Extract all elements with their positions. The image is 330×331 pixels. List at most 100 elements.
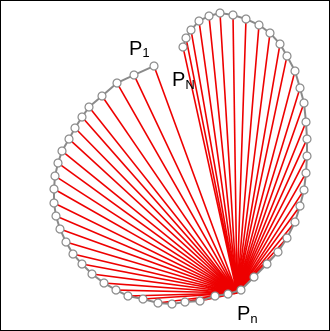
ray-47	[236, 32, 271, 294]
sample-point-4	[97, 91, 107, 101]
sample-point-18	[77, 259, 87, 269]
sample-point-31	[249, 272, 259, 282]
sample-point-13	[49, 198, 59, 208]
sample-point-56	[178, 42, 188, 52]
label-pN: PN	[172, 69, 195, 92]
label-pn-letter: P	[237, 303, 250, 325]
sample-point-14	[51, 211, 61, 221]
sample-point-38	[301, 168, 311, 178]
ray-45	[236, 55, 288, 294]
ray-13	[53, 202, 238, 294]
sample-point-51	[215, 8, 225, 18]
sample-point-5	[84, 102, 94, 112]
ray-18	[81, 263, 238, 294]
sample-point-6	[77, 112, 87, 122]
sample-point-30	[236, 285, 246, 295]
label-pn-subscript: n	[250, 311, 257, 326]
sample-point-48	[254, 20, 264, 30]
ray-39	[236, 155, 308, 294]
ray-48	[236, 24, 260, 294]
sample-point-53	[194, 16, 204, 26]
sample-point-49	[241, 14, 251, 24]
sample-point-46	[275, 39, 285, 49]
sample-point-42	[299, 98, 309, 108]
sample-point-52	[204, 11, 214, 21]
label-p1-letter: P	[129, 38, 142, 60]
rays-layer	[53, 12, 308, 305]
sample-point-23	[138, 294, 148, 304]
sample-point-28	[210, 291, 220, 301]
ray-12	[53, 188, 238, 294]
ray-17	[72, 253, 238, 294]
sample-point-24	[153, 298, 163, 308]
sample-point-37	[299, 185, 309, 195]
label-pN-letter: P	[172, 69, 185, 91]
ray-51	[219, 12, 238, 294]
sample-point-19	[87, 269, 97, 279]
ray-37	[236, 189, 305, 294]
sample-point-35	[290, 217, 300, 227]
sample-point-21	[111, 285, 121, 295]
ray-54	[190, 29, 238, 294]
sample-point-11	[50, 171, 60, 181]
sample-point-26	[180, 297, 190, 307]
sample-point-12	[49, 184, 59, 194]
label-p1: P1	[129, 38, 150, 60]
ray-23	[142, 292, 238, 300]
sample-point-22	[123, 291, 133, 301]
ray-53	[198, 20, 238, 294]
sample-point-34	[282, 233, 292, 243]
label-pn: Pn	[237, 303, 258, 326]
sample-point-39	[302, 151, 312, 161]
sample-point-17	[68, 249, 78, 259]
sample-point-7	[70, 123, 80, 133]
sample-point-47	[265, 28, 275, 38]
sample-point-44	[290, 66, 300, 76]
ray-11	[54, 175, 238, 294]
ray-41	[236, 121, 307, 294]
ray-4	[101, 95, 238, 294]
ray-49	[236, 18, 247, 294]
sample-point-33	[273, 247, 283, 257]
ray-1	[153, 65, 238, 294]
ray-7	[74, 127, 238, 294]
ray-2	[133, 74, 238, 294]
sample-point-41	[301, 117, 311, 127]
sample-point-43	[295, 83, 305, 93]
sample-point-10	[53, 158, 63, 168]
sample-point-54	[186, 25, 196, 35]
sample-point-40	[302, 134, 312, 144]
ray-56	[182, 46, 238, 294]
sample-point-2	[129, 70, 139, 80]
sample-point-3	[112, 78, 122, 88]
ray-38	[236, 172, 307, 294]
sample-point-16	[61, 237, 71, 247]
sample-point-1	[149, 61, 159, 71]
sample-point-45	[282, 51, 292, 61]
sample-point-25	[167, 299, 177, 309]
sample-point-15	[55, 224, 65, 234]
ray-16	[65, 241, 238, 294]
ray-8	[68, 138, 238, 294]
sample-point-36	[295, 201, 305, 211]
sample-point-55	[181, 33, 191, 43]
sample-point-8	[64, 134, 74, 144]
ray-42	[236, 102, 305, 294]
ray-15	[59, 228, 238, 294]
ray-52	[208, 15, 238, 294]
ray-43	[236, 87, 301, 294]
label-p1-subscript: 1	[142, 45, 149, 60]
sample-point-20	[99, 278, 109, 288]
sample-point-32	[262, 259, 272, 269]
sample-point-9	[57, 146, 67, 156]
ray-20	[103, 282, 238, 294]
ray-44	[236, 70, 296, 294]
ray-50	[232, 14, 238, 294]
ray-40	[236, 138, 308, 294]
ray-36	[236, 205, 301, 294]
label-pN-subscript: N	[185, 77, 194, 92]
sample-point-27	[195, 296, 205, 306]
ray-6	[81, 116, 238, 294]
ray-46	[236, 43, 281, 294]
